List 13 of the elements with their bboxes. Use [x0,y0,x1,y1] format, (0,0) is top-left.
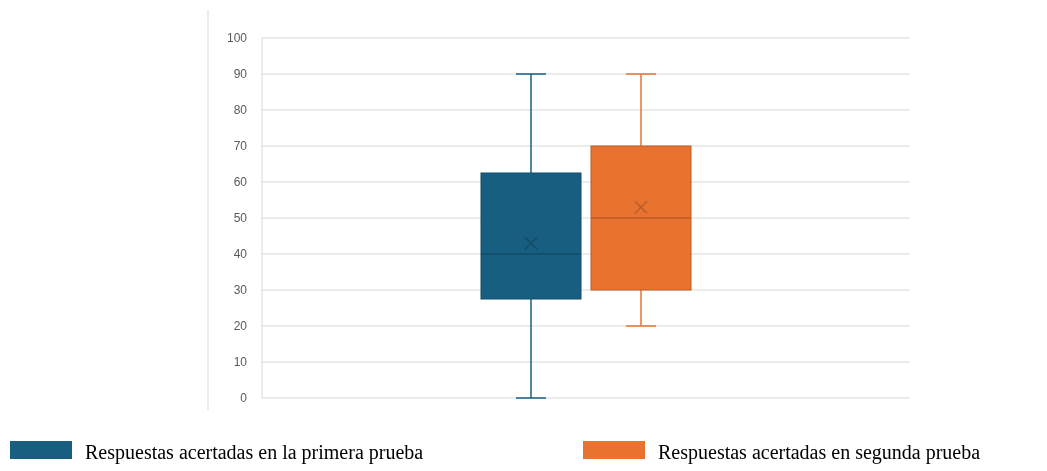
y-tick-label: 20 [233,319,248,334]
y-tick-label: 80 [233,103,248,118]
legend-label: Respuestas acertadas en la primera prueba [85,441,424,464]
y-tick-label: 40 [233,247,248,262]
legend-label: Respuestas acertadas en segunda prueba [658,441,981,464]
y-tick-label: 30 [233,283,248,298]
y-tick-label: 100 [226,31,248,46]
y-tick-label: 0 [240,391,248,406]
y-tick-label: 90 [233,67,248,82]
y-tick-label: 50 [233,211,248,226]
y-tick-label: 10 [233,355,248,370]
y-tick-label: 60 [233,175,248,190]
y-tick-label: 70 [233,139,248,154]
